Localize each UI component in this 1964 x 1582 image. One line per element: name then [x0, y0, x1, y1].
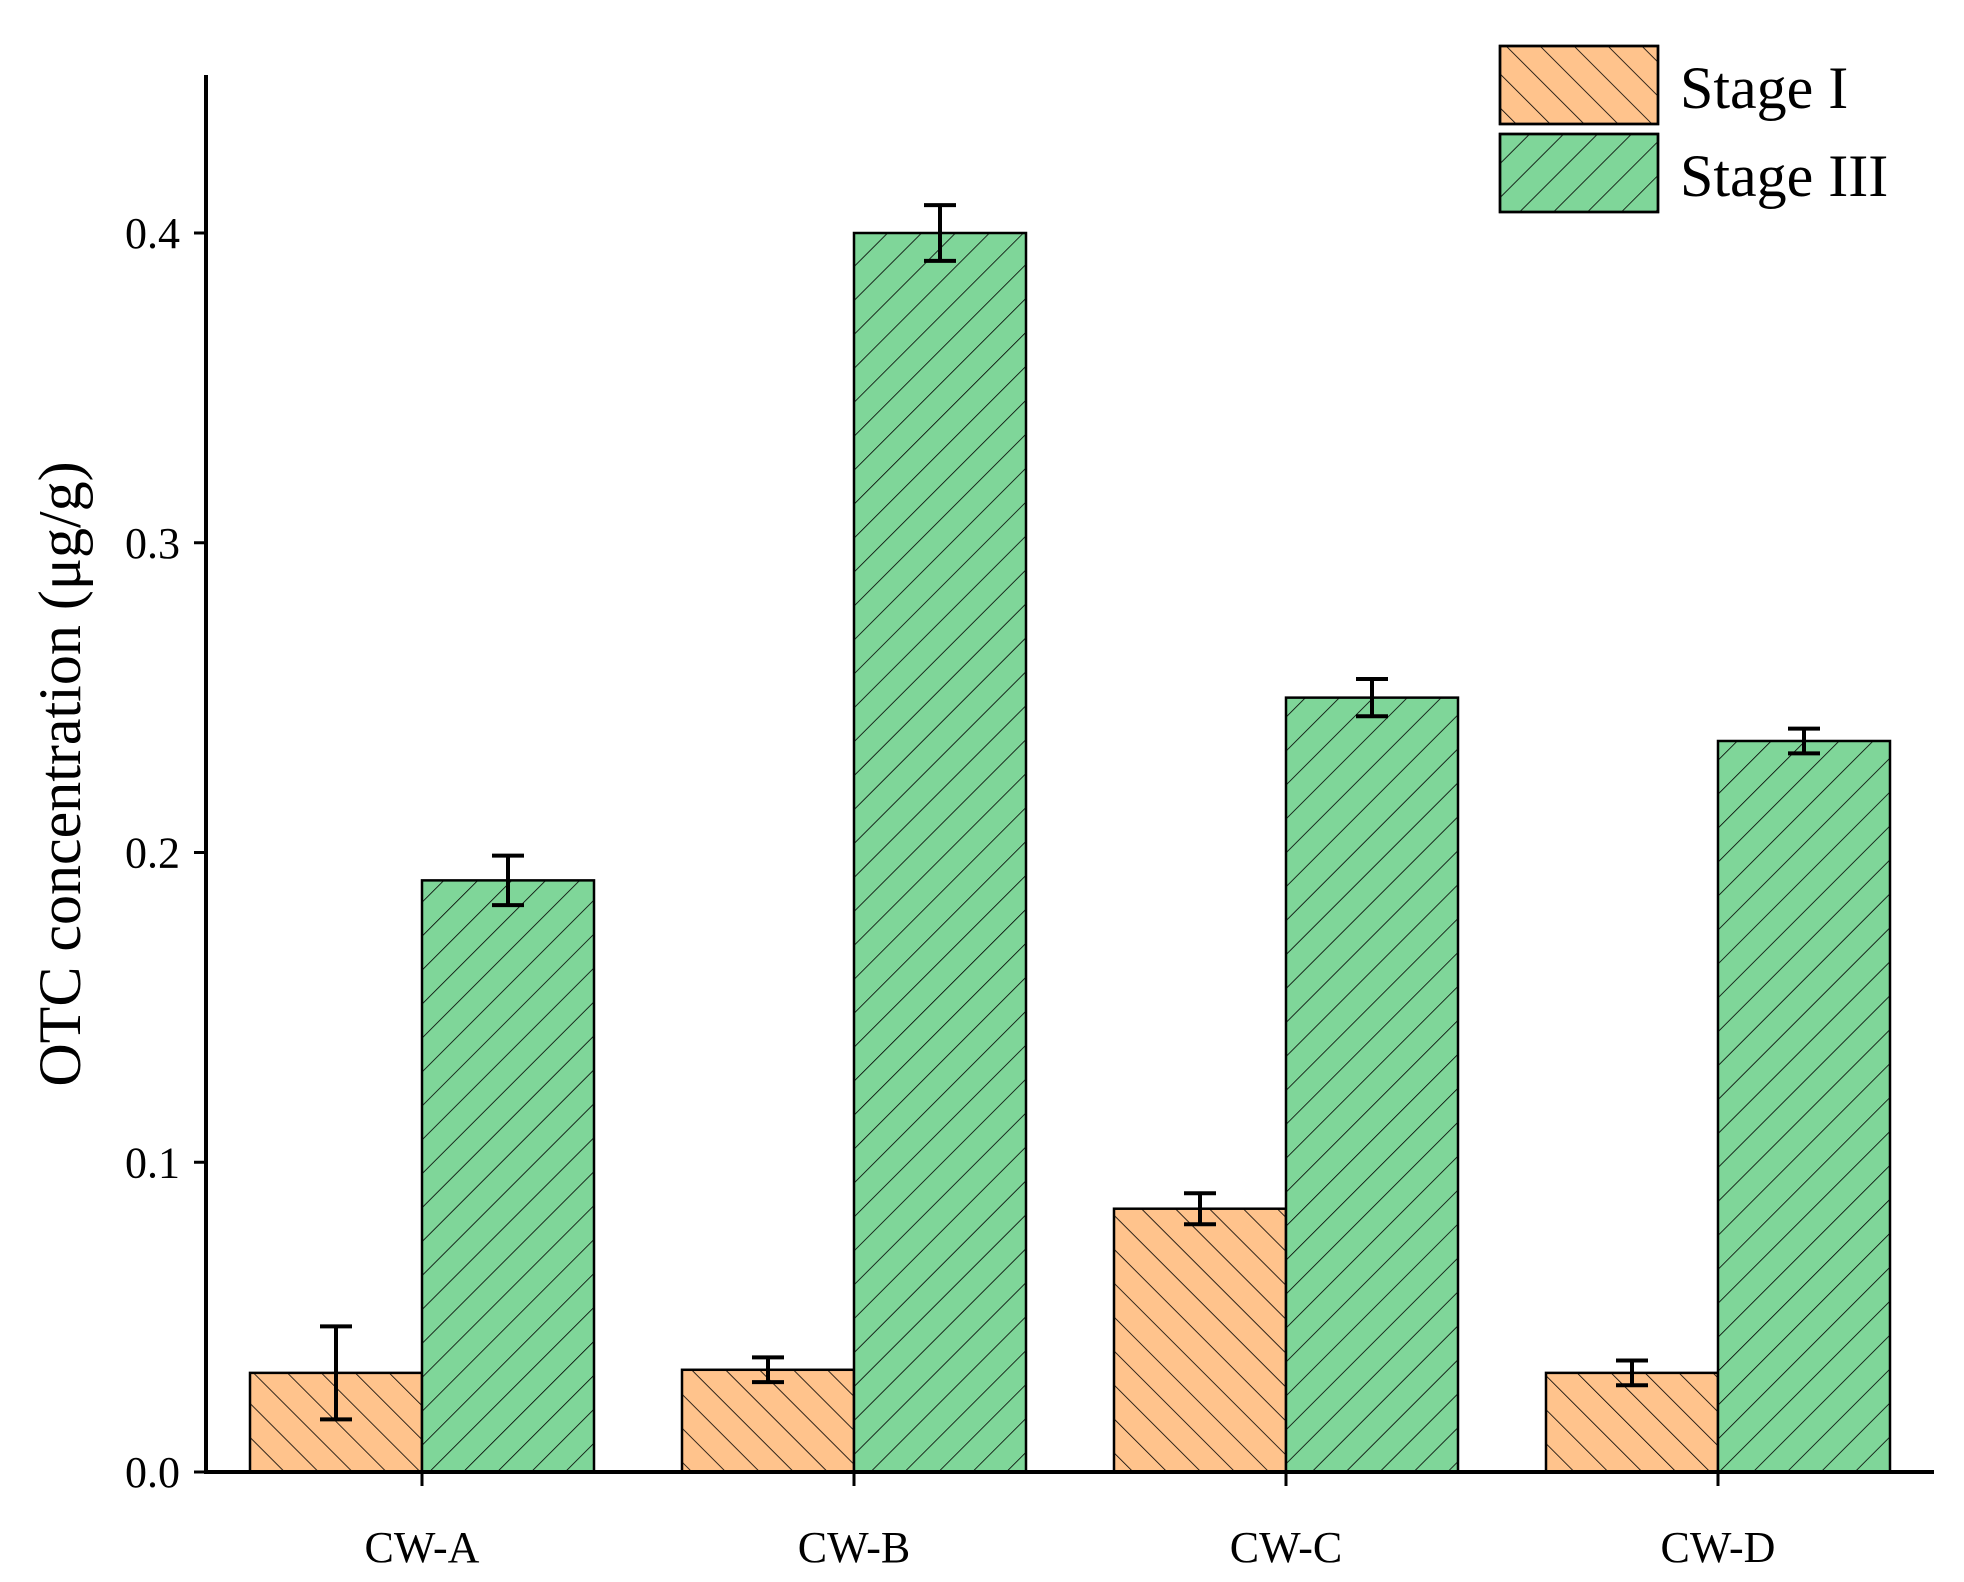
error-bar-stage-iii-cw-c: [1356, 677, 1388, 719]
x-tick-label-cw-d: CW-D: [1661, 1523, 1776, 1572]
bar-hatch-stage-iii-cw-a: [420, 879, 596, 1474]
bar-hatch-stage-i-cw-b: [680, 1368, 856, 1474]
legend: Stage I Stage III: [1498, 44, 1888, 214]
error-bar-stage-iii-cw-a: [492, 853, 524, 908]
legend-label-stage-iii: Stage III: [1680, 143, 1888, 209]
error-bar-stage-iii-cw-b: [924, 203, 956, 263]
y-ticks-layer: 0.0 0.1 0.2 0.3 0.4: [125, 209, 206, 1497]
x-ticks-layer: CW-A CW-B CW-C CW-D: [365, 1472, 1776, 1572]
bars-layer: [248, 231, 1892, 1474]
y-tick-label: 0.0: [125, 1448, 180, 1497]
bar-hatch-stage-iii-cw-c: [1284, 696, 1460, 1474]
error-bars-layer: [320, 203, 1820, 1422]
legend-label-stage-i: Stage I: [1680, 55, 1848, 121]
y-axis-title: OTC concentration (μg/g): [27, 461, 93, 1086]
error-bar-stage-i-cw-b: [752, 1355, 784, 1385]
error-bar-stage-i-cw-a: [320, 1324, 352, 1422]
x-tick-label-cw-a: CW-A: [365, 1523, 480, 1572]
x-tick-label-cw-b: CW-B: [798, 1523, 910, 1572]
y-tick-label: 0.4: [125, 209, 180, 258]
bar-hatch-stage-iii-cw-d: [1716, 739, 1892, 1474]
y-tick-label: 0.1: [125, 1138, 180, 1187]
y-tick-label: 0.3: [125, 519, 180, 568]
y-tick-label: 0.2: [125, 829, 180, 878]
bar-hatch-stage-i-cw-d: [1544, 1371, 1720, 1474]
bar-hatch-stage-iii-cw-b: [852, 231, 1028, 1474]
legend-swatch-hatch-stage-iii: [1498, 132, 1660, 214]
x-tick-label-cw-c: CW-C: [1230, 1523, 1342, 1572]
legend-swatch-hatch-stage-i: [1498, 44, 1660, 126]
bar-hatch-stage-i-cw-c: [1112, 1207, 1288, 1474]
error-bar-stage-iii-cw-d: [1788, 726, 1820, 756]
error-bar-stage-i-cw-c: [1184, 1191, 1216, 1227]
error-bar-stage-i-cw-d: [1616, 1358, 1648, 1388]
